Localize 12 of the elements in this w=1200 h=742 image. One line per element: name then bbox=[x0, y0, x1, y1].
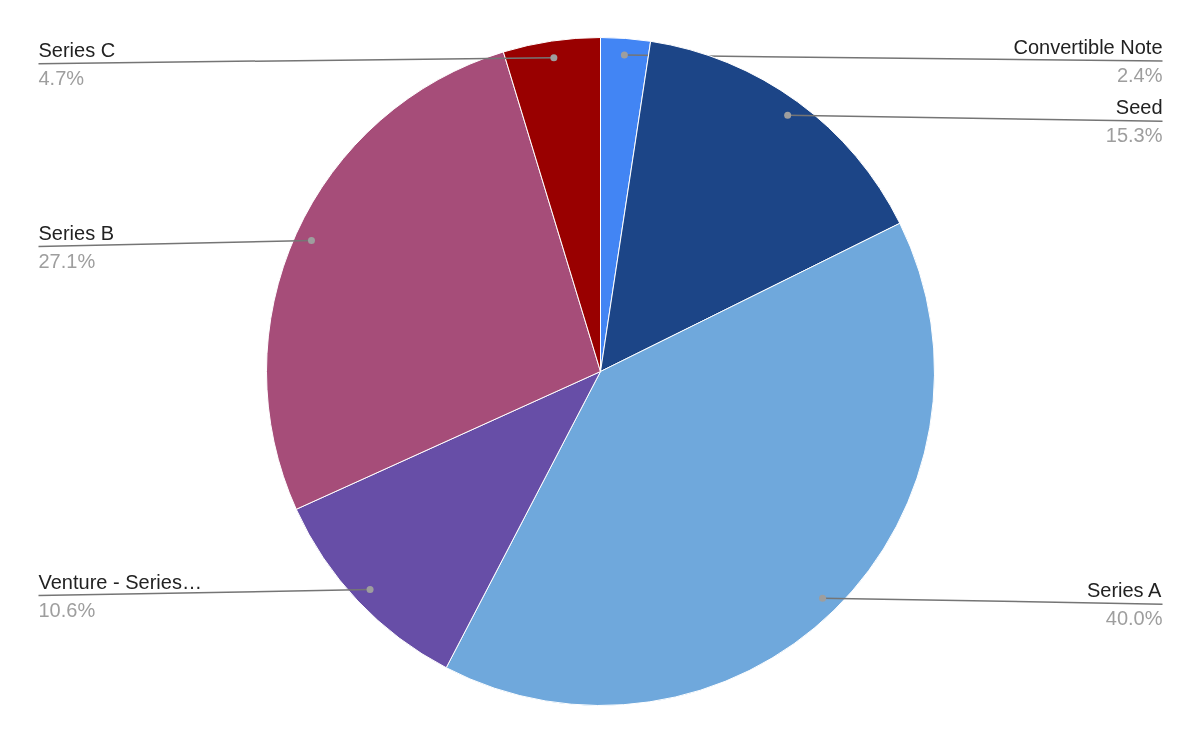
data-label: 15.3% bbox=[1105, 124, 1163, 147]
slice-label: Convertible Note bbox=[1013, 36, 1163, 59]
data-label: 27.1% bbox=[38, 249, 96, 272]
data-label: 4.7% bbox=[38, 66, 85, 89]
slice-label: Series C bbox=[38, 38, 116, 61]
data-label: 10.6% bbox=[38, 598, 96, 621]
slice-label: Series B bbox=[38, 221, 115, 244]
data-label: 2.4% bbox=[1116, 64, 1163, 87]
data-label: 40.0% bbox=[1105, 607, 1163, 630]
slice-label: Series A bbox=[1086, 579, 1163, 602]
slice-label: Venture - Series… bbox=[38, 570, 202, 593]
slice-label: Seed bbox=[1115, 96, 1163, 119]
